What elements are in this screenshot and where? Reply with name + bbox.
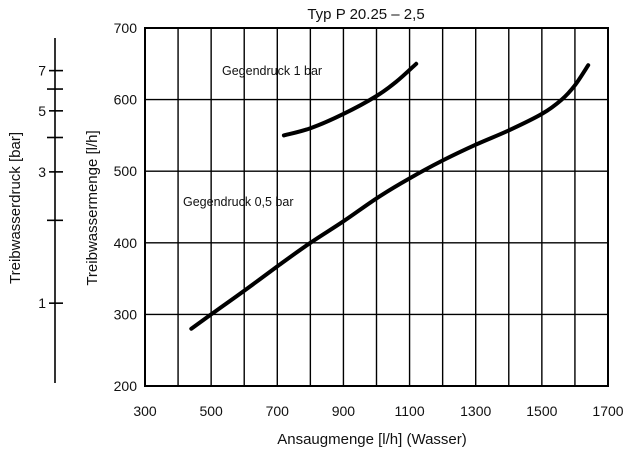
pressure-axis: 1 3 5 7	[38, 38, 63, 383]
y-tick-label: 500	[114, 163, 138, 179]
pressure-axis-label: Treibwasserdruck [bar]	[7, 132, 24, 284]
x-tick-label: 1100	[395, 403, 425, 419]
x-tick-label: 500	[199, 403, 223, 419]
x-tick-label: 300	[133, 403, 157, 419]
series-line-gegendruck-0-5bar	[189, 63, 591, 331]
axis-layer: 300 500 700 900 1100 1300 1500 1700 200 300 400 500…	[114, 20, 624, 419]
pressure-tick-label: 1	[38, 295, 46, 311]
x-tick-label: 700	[266, 403, 290, 419]
pressure-tick-label: 3	[38, 164, 46, 180]
plot-frame	[144, 27, 609, 387]
x-tick-label: 900	[332, 403, 356, 419]
series-line-gegendruck-1bar	[281, 61, 419, 138]
x-tick-label: 1700	[592, 403, 623, 419]
x-tick-label: 1500	[526, 403, 557, 419]
x-tick-label: 1300	[460, 403, 491, 419]
y-axis-label: Treibwassermenge [l/h]	[84, 130, 101, 285]
pressure-tick-label: 7	[38, 63, 46, 79]
grid-layer	[144, 27, 609, 387]
y-tick-label: 300	[114, 306, 138, 322]
series-layer	[189, 61, 591, 331]
chart-title: Typ P 20.25 – 2,5	[307, 6, 424, 23]
y-tick-label: 600	[114, 92, 138, 108]
annotation-gegendruck-1bar: Gegendruck 1 bar	[222, 64, 322, 78]
y-tick-label: 400	[114, 235, 138, 251]
y-tick-label: 700	[114, 20, 138, 36]
pressure-tick-label: 5	[38, 103, 46, 119]
y-tick-label: 200	[114, 378, 138, 394]
x-axis-label: Ansaugmenge [l/h] (Wasser)	[277, 431, 467, 448]
annotation-gegendruck-0-5bar: Gegendruck 0,5 bar	[183, 195, 294, 209]
